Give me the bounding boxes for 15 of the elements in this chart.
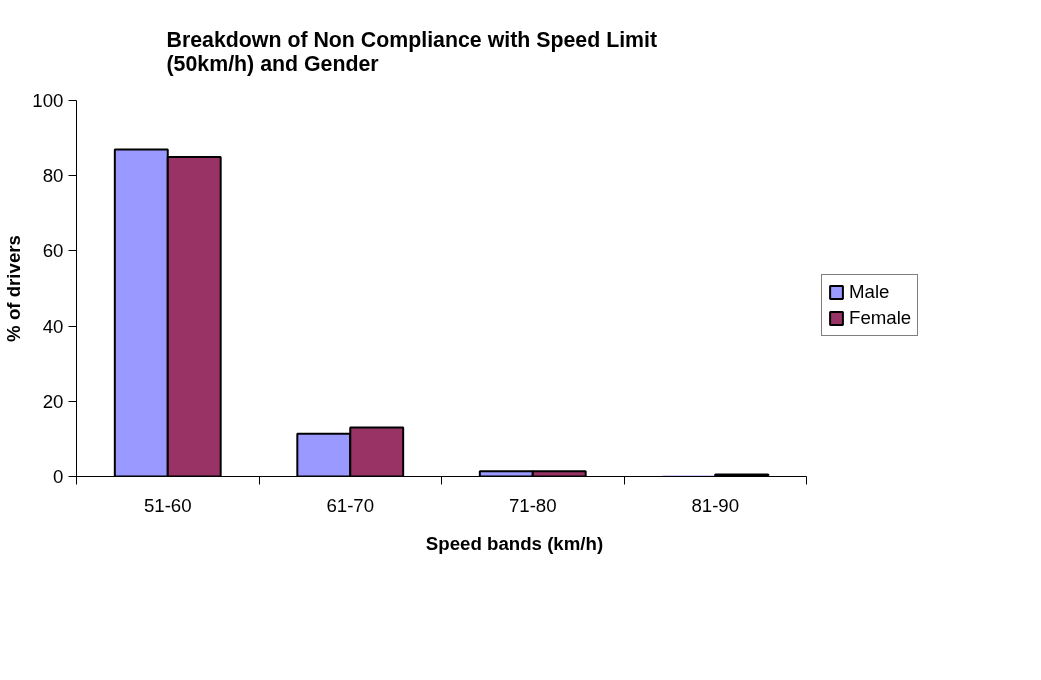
x-axis-title: Speed bands (km/h) <box>425 532 604 554</box>
x-tick-label: 71-80 <box>508 494 557 516</box>
y-tick-label: 0 <box>53 466 64 487</box>
y-tick-label: 20 <box>42 390 64 412</box>
y-tick-label: 60 <box>42 240 64 262</box>
legend-label: Male <box>849 281 890 303</box>
x-tick-label: 81-90 <box>691 494 740 516</box>
x-tick-label: 51-60 <box>143 494 192 516</box>
x-tick-label: 61-70 <box>326 494 375 516</box>
y-tick-label: 80 <box>42 165 64 187</box>
legend-label: Female <box>849 307 912 329</box>
y-tick-label: 40 <box>42 315 64 337</box>
y-axis-title: % of drivers <box>3 235 25 342</box>
chart-title: Breakdown of Non Compliance with Speed Limit (50km/h) and Gender <box>166 27 658 76</box>
y-tick-label: 100 <box>32 90 64 111</box>
